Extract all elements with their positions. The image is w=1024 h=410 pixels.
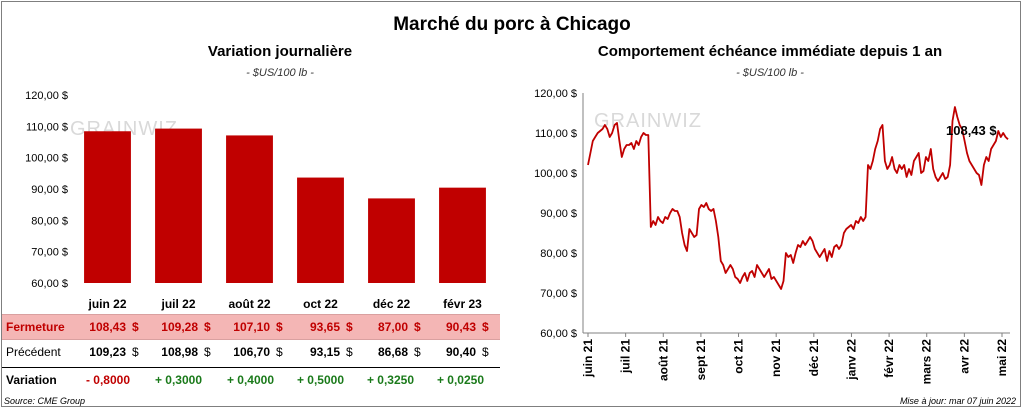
watermark-right: GRAINWIZ [594,110,702,132]
unit-cell: $ [346,345,353,359]
last-value-label: 108,43 $ [946,123,997,138]
bar-y-tick-label: 110,00 $ [26,121,68,133]
variation-cell: + 0,5000 [296,373,344,387]
table-row-variation: Variation - 0,8000 + 0,3000 + 0,4000 + 0… [2,367,500,392]
unit-cell: $ [414,320,421,334]
fermeture-cell: 107,10 [233,320,270,334]
precedent-label: Précédent [6,345,61,359]
line-x-tick-label: janv 22 [844,339,858,381]
left-panel-subtitle: - $US/100 lb - [246,67,314,79]
unit-cell: $ [204,345,211,359]
fermeture-cell: 108,43 [89,320,126,334]
variation-label: Variation [6,373,57,387]
bar [84,131,131,283]
precedent-cell: 90,40 [445,345,476,359]
line-y-tick-label: 110,00 $ [535,128,577,140]
bar-category-label: oct 22 [303,297,338,311]
variation-cell: + 0,3000 [154,373,202,387]
unit-cell: $ [204,320,211,334]
source-note: Source: CME Group [4,396,86,406]
precedent-cell: 86,68 [377,345,408,359]
line-y-tick-label: 90,00 $ [540,208,577,220]
unit-cell: $ [276,320,283,334]
bar [368,198,415,283]
bar-category-label: déc 22 [373,297,411,311]
table-row-fermeture: Fermeture 108,43 $ 109,28 $ 107,10 $ 93,65 $… [2,314,500,340]
main-title: Marché du porc à Chicago [393,14,631,35]
bar-y-tick-label: 60,00 $ [31,278,68,290]
bar-y-tick-label: 80,00 $ [31,215,68,227]
unit-cell: $ [346,320,353,334]
line-x-tick-label: sept 21 [694,339,708,381]
fermeture-cell: 87,00 [377,320,408,334]
left-panel-title: Variation journalière [207,43,353,60]
update-note: Mise à jour: mar 07 juin 2022 [899,396,1016,406]
unit-cell: $ [132,345,139,359]
unit-cell: $ [482,320,489,334]
price-series-line [587,106,1009,290]
line-y-tick-label: 100,00 $ [534,168,577,180]
unit-cell: $ [132,320,139,334]
bar-y-tick-label: 90,00 $ [31,184,68,196]
line-y-tick-label: 70,00 $ [540,288,577,300]
bar-y-tick-label: 120,00 $ [25,90,68,102]
variation-cell: + 0,3250 [366,373,414,387]
bar-y-tick-label: 70,00 $ [31,247,68,259]
precedent-cell: 93,15 [309,345,340,359]
bar-y-tick-label: 100,00 $ [25,153,68,165]
fermeture-cell: 109,28 [161,320,198,334]
right-panel-subtitle: - $US/100 lb - [736,67,804,79]
line-x-tick-label: mars 22 [920,339,934,385]
line-x-tick-label: oct 21 [732,339,746,374]
line-y-tick-label: 80,00 $ [540,248,577,260]
fermeture-cell: 90,43 [445,320,476,334]
variation-cell: - 0,8000 [85,373,130,387]
line-y-tick-label: 120,00 $ [534,88,577,100]
bar-category-label: févr 23 [443,297,482,311]
precedent-cell: 106,70 [233,345,270,359]
line-x-tick-label: mai 22 [995,339,1009,377]
right-panel-title: Comportement échéance immédiate depuis 1… [597,43,943,60]
variation-cell: + 0,4000 [226,373,274,387]
bar [439,187,486,283]
unit-cell: $ [414,345,421,359]
precedent-cell: 108,98 [161,345,198,359]
unit-cell: $ [482,345,489,359]
bar [297,177,344,283]
variation-cell: + 0,0250 [436,373,484,387]
line-x-tick-label: nov 21 [769,339,783,377]
table-row-precedent: Précédent 109,23 $ 108,98 $ 106,70 $ 93,15 $… [2,340,500,364]
fermeture-label: Fermeture [6,320,65,334]
line-x-tick-label: août 21 [656,339,670,381]
line-y-tick-label: 60,00 $ [540,328,577,340]
bar [155,128,202,283]
bar-category-label: juin 22 [87,297,126,311]
bar [226,135,273,283]
line-x-tick-label: juin 21 [581,339,595,378]
fermeture-cell: 93,65 [309,320,340,334]
line-x-tick-label: févr 22 [882,339,896,378]
line-x-tick-label: avr 22 [957,339,971,374]
line-x-tick-label: déc 21 [807,339,821,377]
precedent-cell: 109,23 [89,345,126,359]
bar-category-label: août 22 [228,297,270,311]
line-x-tick-label: juil 21 [619,339,633,374]
unit-cell: $ [276,345,283,359]
bar-category-label: juil 22 [160,297,195,311]
